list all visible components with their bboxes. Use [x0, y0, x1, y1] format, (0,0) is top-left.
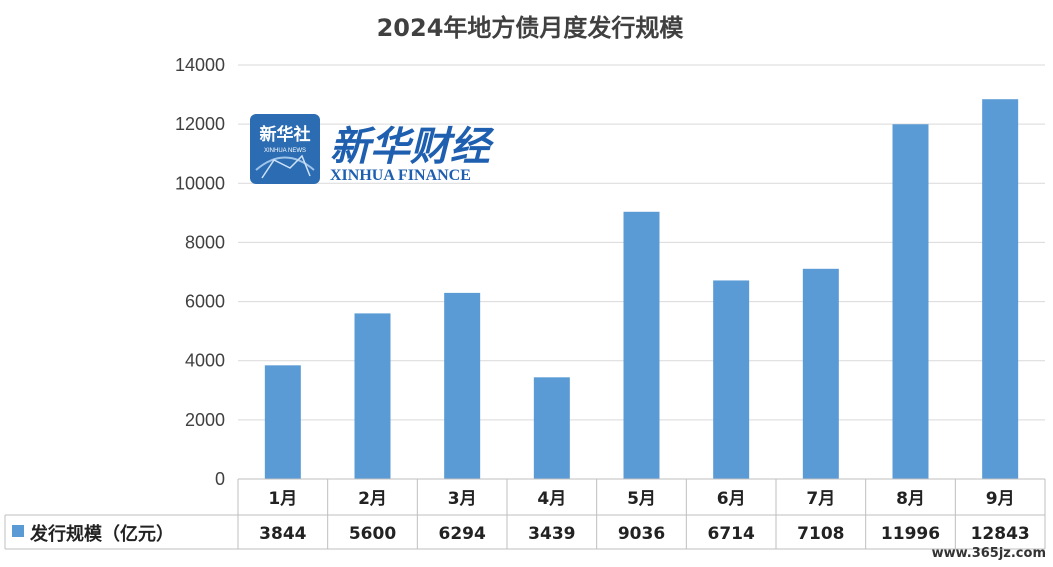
- watermark: www.365jz.com: [932, 546, 1046, 561]
- badge-text: 新华社: [260, 124, 311, 145]
- y-tick-label: 10000: [175, 173, 225, 193]
- bar: [264, 365, 301, 479]
- data-label: 11996: [881, 524, 940, 544]
- bar: [623, 211, 660, 479]
- x-tick-label: 3月: [448, 489, 477, 509]
- y-tick-label: 0: [215, 469, 225, 489]
- data-label: 3844: [259, 524, 306, 544]
- data-label: 3439: [528, 524, 575, 544]
- y-axis: 0 2000 4000 6000 8000 10000 12000 14000: [175, 55, 225, 489]
- y-tick-label: 6000: [185, 292, 225, 312]
- y-tick-label: 12000: [175, 114, 225, 134]
- x-tick-label: 6月: [717, 489, 746, 509]
- badge-subtext: XINHUA NEWS: [264, 148, 306, 154]
- bar: [892, 124, 929, 480]
- badge-background: [250, 114, 320, 184]
- chart-title: 2024年地方债月度发行规模: [377, 14, 685, 42]
- brand-cn: 新华财经: [330, 123, 495, 170]
- bar: [444, 292, 481, 479]
- bar: [802, 268, 839, 479]
- brand-en: XINHUA FINANCE: [330, 167, 471, 184]
- globe-icon: [255, 156, 315, 171]
- bars: [264, 99, 1019, 480]
- y-tick-label: 4000: [185, 351, 225, 371]
- xinhua-logo: 新华社 XINHUA NEWS 新华财经 XINHUA FINANCE: [250, 114, 495, 184]
- data-label: 5600: [349, 524, 396, 544]
- bar: [533, 377, 570, 479]
- legend-label: 发行规模（亿元）: [29, 523, 174, 545]
- data-table: 1月 3844 2月 5600 3月 6294 4月 3439 5月 9036 6月 6714 7月 71…: [4, 478, 1046, 550]
- legend-swatch: [12, 525, 24, 537]
- x-tick-label: 9月: [986, 489, 1015, 509]
- x-tick-label: 1月: [268, 489, 297, 509]
- network-icon: [261, 154, 311, 179]
- y-tick-label: 8000: [185, 232, 225, 252]
- y-tick-label: 14000: [175, 55, 225, 75]
- data-label: 9036: [618, 524, 665, 544]
- x-tick-label: 4月: [537, 489, 566, 509]
- data-label: 7108: [797, 524, 844, 544]
- bar: [982, 99, 1019, 479]
- x-tick-label: 5月: [627, 489, 656, 509]
- data-label: 6294: [439, 524, 486, 544]
- y-tick-label: 2000: [185, 410, 225, 430]
- x-tick-label: 8月: [896, 489, 925, 509]
- bar: [713, 280, 750, 479]
- data-label: 6714: [708, 524, 755, 544]
- x-tick-label: 2月: [358, 489, 387, 509]
- data-label: 12843: [971, 524, 1030, 544]
- x-tick-label: 7月: [806, 489, 835, 509]
- bar: [354, 313, 391, 479]
